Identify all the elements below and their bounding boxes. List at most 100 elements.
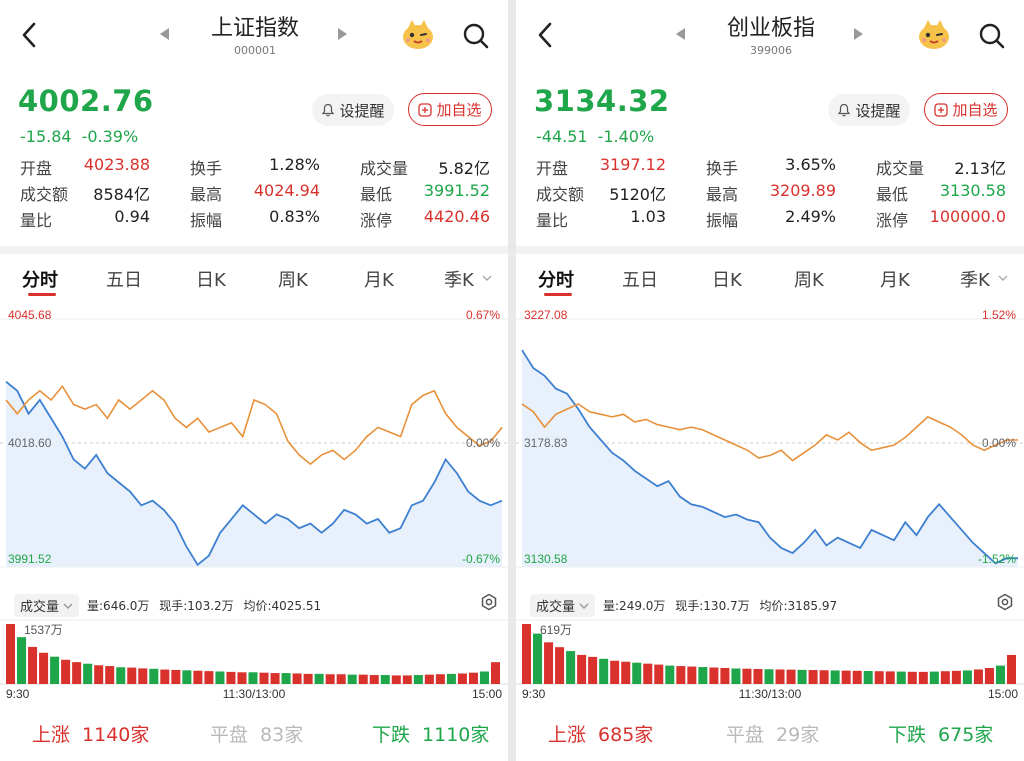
stat-label: 换手 <box>706 159 739 178</box>
tab-5[interactable]: 季K <box>444 270 474 291</box>
prev-index-arrow-icon[interactable] <box>160 28 169 40</box>
axis-top-price: 3227.08 <box>524 308 568 322</box>
volume-bar <box>874 671 884 684</box>
search-icon[interactable] <box>978 22 1006 50</box>
intraday-chart[interactable]: 4045.68 0.67% 4018.60 0.00% 3991.52 -0.67% <box>0 305 508 585</box>
tab-4[interactable]: 月K <box>880 270 910 291</box>
change-value: -15.84 <box>20 127 72 146</box>
panel-header: 上证指数 000001 <box>0 0 508 70</box>
stat-value: 3130.58 <box>939 181 1006 200</box>
tab-3[interactable]: 周K <box>278 270 308 291</box>
stat-value: 0.83% <box>269 207 320 226</box>
volume-bar <box>720 668 730 684</box>
volume-bar <box>522 624 532 684</box>
tab-3[interactable]: 周K <box>794 270 824 291</box>
active-tab-underline <box>28 293 56 296</box>
tab-0[interactable]: 分时 <box>538 270 574 291</box>
volume-bar <box>577 654 587 684</box>
volume-chart[interactable]: 1537万 9:30 11:30/13:00 15:00 <box>0 618 508 708</box>
tab-0[interactable]: 分时 <box>22 270 58 291</box>
volume-bar <box>676 666 686 684</box>
breadth-up-label: 上涨 <box>548 724 587 746</box>
stats-row: 成交额 5120亿 最高 3209.89 最低 3130.58 <box>536 181 1006 207</box>
time-axis-label: 11:30/13:00 <box>739 687 802 701</box>
volume-bar <box>808 670 818 684</box>
set-alert-button[interactable]: 设提醒 <box>312 94 394 126</box>
volume-indicator-select[interactable]: 成交量 <box>530 594 596 617</box>
tab-1[interactable]: 五日 <box>106 270 142 291</box>
plus-box-icon <box>418 102 433 117</box>
stat-value: 8584亿 <box>93 185 150 204</box>
set-alert-button[interactable]: 设提醒 <box>828 94 910 126</box>
stat-label: 成交量 <box>360 159 409 178</box>
volume-bar <box>742 668 752 684</box>
axis-bottom-pct: -0.67% <box>462 552 500 566</box>
axis-mid-price: 4018.60 <box>8 436 52 450</box>
volume-bar <box>940 671 950 684</box>
stat-label: 量比 <box>536 211 569 230</box>
prev-index-arrow-icon[interactable] <box>676 28 685 40</box>
tab-4[interactable]: 月K <box>364 270 394 291</box>
volume-bar <box>984 668 994 684</box>
volume-bar <box>1006 654 1016 684</box>
next-index-arrow-icon[interactable] <box>338 28 347 40</box>
search-icon[interactable] <box>462 22 490 50</box>
axis-top-price: 4045.68 <box>8 308 52 322</box>
volume-bar <box>314 673 324 684</box>
axis-top-pct: 0.67% <box>466 308 500 322</box>
volume-indicator-label: 成交量 <box>536 600 576 615</box>
tab-5[interactable]: 季K <box>960 270 990 291</box>
next-index-arrow-icon[interactable] <box>854 28 863 40</box>
back-icon[interactable] <box>18 20 40 50</box>
breadth-flat[interactable]: 平盘 29家 <box>726 720 819 747</box>
volume-bar <box>973 669 983 684</box>
breadth-up[interactable]: 上涨 685家 <box>548 720 653 747</box>
price-area <box>6 381 502 567</box>
chart-tabs: 分时 五日 日K 周K 月K 季K <box>516 258 1024 298</box>
volume-max-label: 619万 <box>540 623 572 637</box>
intraday-chart[interactable]: 3227.08 1.52% 3178.83 0.00% 3130.58 -1.52% <box>516 305 1024 585</box>
mascot-icon[interactable] <box>916 16 952 52</box>
intraday-chart-svg: 3227.08 1.52% 3178.83 0.00% 3130.58 -1.52% <box>516 308 1024 568</box>
stat-label: 成交额 <box>20 185 69 204</box>
volume-indicator-select[interactable]: 成交量 <box>14 594 80 617</box>
tab-2[interactable]: 日K <box>196 270 226 291</box>
stat-label: 开盘 <box>536 159 569 178</box>
breadth-down[interactable]: 下跌 1110家 <box>372 720 489 747</box>
breadth-flat[interactable]: 平盘 83家 <box>210 720 303 747</box>
stats-row: 开盘 3197.12 换手 3.65% 成交量 2.13亿 <box>536 155 1006 181</box>
breadth-up[interactable]: 上涨 1140家 <box>32 720 149 747</box>
volume-bar <box>402 675 412 684</box>
plus-box-icon <box>934 102 949 117</box>
active-tab-underline <box>544 293 572 296</box>
volume-bar <box>610 660 620 684</box>
volume-bar <box>841 670 851 684</box>
volume-bar <box>160 669 170 684</box>
volume-bar <box>566 651 576 684</box>
back-icon[interactable] <box>534 20 556 50</box>
mascot-icon[interactable] <box>400 16 436 52</box>
volume-bar <box>149 668 159 684</box>
chevron-down-icon <box>579 603 589 609</box>
add-watchlist-label: 加自选 <box>952 101 998 119</box>
volume-chart[interactable]: 619万 9:30 11:30/13:00 15:00 <box>516 618 1024 708</box>
stat-label: 最低 <box>876 185 909 204</box>
volume-bar <box>380 675 390 684</box>
settings-icon[interactable] <box>480 593 498 611</box>
add-watchlist-button[interactable]: 加自选 <box>924 93 1008 126</box>
index-title: 创业板指 <box>726 16 815 41</box>
volume-info-bar: 成交量 量:646.0万 现手:103.2万 均价:4025.51 <box>0 590 508 618</box>
tab-1[interactable]: 五日 <box>622 270 658 291</box>
breadth-down[interactable]: 下跌 675家 <box>888 720 993 747</box>
tab-2[interactable]: 日K <box>712 270 742 291</box>
settings-icon[interactable] <box>996 593 1014 611</box>
add-watchlist-button[interactable]: 加自选 <box>408 93 492 126</box>
time-axis-label: 15:00 <box>472 687 502 701</box>
stat-value: 2.13亿 <box>954 159 1006 178</box>
volume-bar <box>204 671 214 684</box>
current-price: 3134.32 <box>534 84 670 118</box>
volume-bar <box>358 674 368 684</box>
breadth-up-count: 685家 <box>598 724 654 746</box>
stats-grid: 开盘 4023.88 换手 1.28% 成交量 5.82亿 成交额 8584亿 最高 4024.9… <box>20 155 490 233</box>
stat-value: 1.03 <box>630 207 666 226</box>
